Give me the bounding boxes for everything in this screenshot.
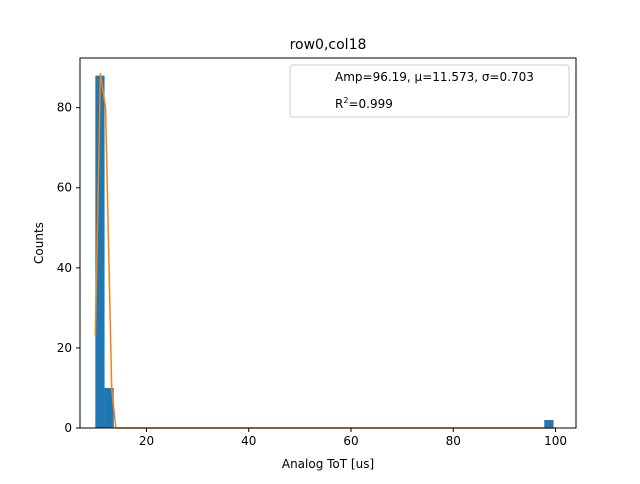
x-ticks: 20 40 60 80 100 <box>139 428 567 448</box>
legend-fit-params: Amp=96.19, μ=11.573, σ=0.703 <box>335 70 534 84</box>
y-tick-label: 60 <box>57 181 72 195</box>
y-axis-label: Counts <box>32 222 46 264</box>
y-tick-label: 0 <box>64 421 72 435</box>
bars-layer <box>95 75 554 428</box>
histogram-bar <box>95 75 105 428</box>
x-tick-label: 60 <box>343 434 358 448</box>
legend-r-sup: 2 <box>343 96 348 105</box>
x-tick-label: 40 <box>241 434 256 448</box>
chart-title: row0,col18 <box>290 37 367 53</box>
x-axis-label: Analog ToT [us] <box>282 457 374 471</box>
y-tick-label: 40 <box>57 261 72 275</box>
legend-r-squared: R2=0.999 <box>335 96 393 111</box>
legend-box <box>289 64 570 118</box>
y-tick-label: 80 <box>57 101 72 115</box>
plot-frame <box>79 57 577 429</box>
legend-r-base: R <box>335 97 343 111</box>
y-tick-label: 20 <box>57 341 72 355</box>
legend-r-value: =0.999 <box>348 97 392 111</box>
legend: Amp=96.19, μ=11.573, σ=0.703 R2=0.999 <box>289 64 570 118</box>
x-tick-label: 80 <box>446 434 461 448</box>
x-tick-label: 100 <box>544 434 567 448</box>
x-tick-label: 20 <box>139 434 154 448</box>
histogram-bar <box>544 419 554 428</box>
y-ticks: 0 20 40 60 80 <box>57 101 80 435</box>
histogram-bar <box>104 387 114 428</box>
